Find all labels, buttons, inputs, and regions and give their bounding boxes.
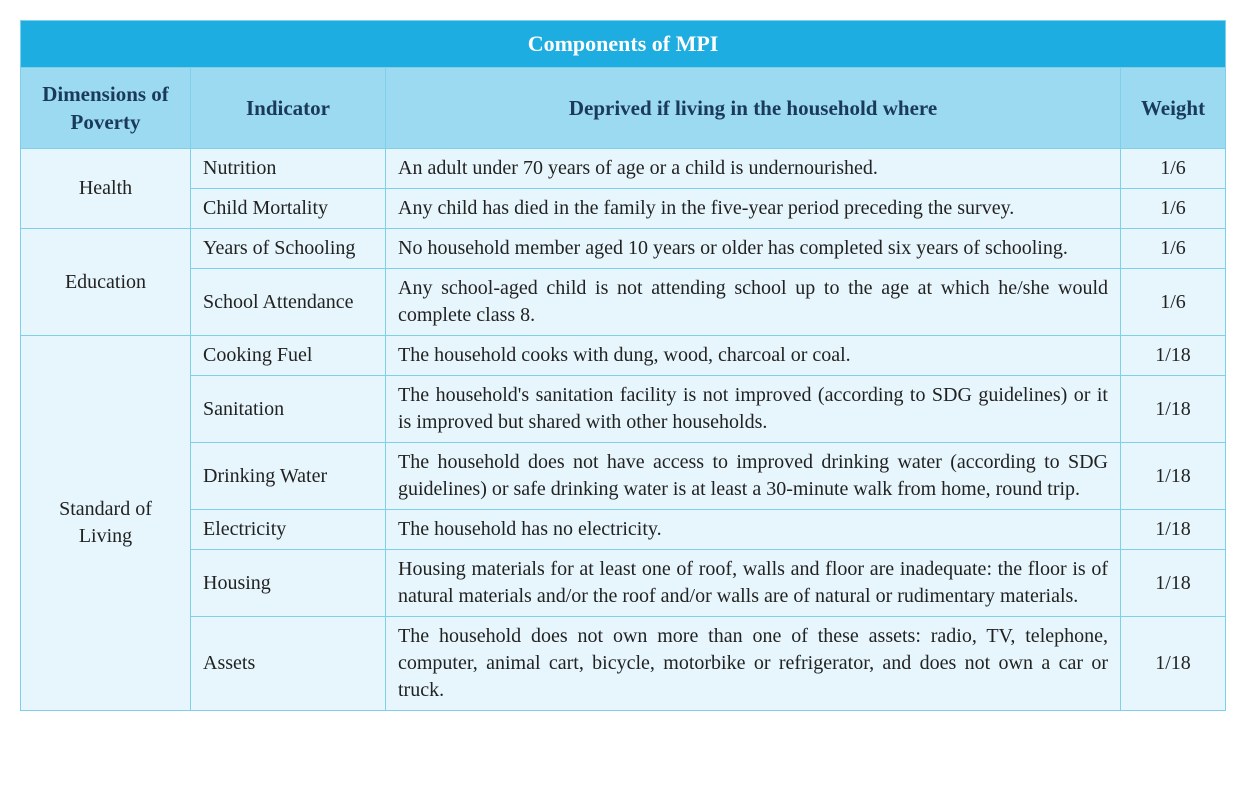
weight-cell: 1/18 [1121, 617, 1226, 711]
mpi-components-table: Components of MPI Dimensions of Poverty … [20, 20, 1226, 711]
table-row: School Attendance Any school-aged child … [21, 269, 1226, 336]
deprived-cell: The household does not own more than one… [386, 617, 1121, 711]
indicator-cell: Housing [191, 550, 386, 617]
table-row: Standard of Living Cooking Fuel The hous… [21, 336, 1226, 376]
indicator-cell: School Attendance [191, 269, 386, 336]
weight-cell: 1/18 [1121, 510, 1226, 550]
table-row: Child Mortality Any child has died in th… [21, 189, 1226, 229]
dimension-standard-of-living: Standard of Living [21, 336, 191, 711]
header-indicator: Indicator [191, 67, 386, 149]
indicator-cell: Years of Schooling [191, 229, 386, 269]
table-title-row: Components of MPI [21, 21, 1226, 68]
weight-cell: 1/18 [1121, 336, 1226, 376]
deprived-cell: The household does not have access to im… [386, 443, 1121, 510]
indicator-cell: Drinking Water [191, 443, 386, 510]
weight-cell: 1/18 [1121, 443, 1226, 510]
deprived-cell: An adult under 70 years of age or a chil… [386, 149, 1121, 189]
deprived-cell: The household cooks with dung, wood, cha… [386, 336, 1121, 376]
dimension-health: Health [21, 149, 191, 229]
deprived-cell: Any child has died in the family in the … [386, 189, 1121, 229]
deprived-cell: The household's sanitation facility is n… [386, 376, 1121, 443]
dimension-education: Education [21, 229, 191, 336]
deprived-cell: Any school-aged child is not attending s… [386, 269, 1121, 336]
weight-cell: 1/6 [1121, 189, 1226, 229]
table-row: Electricity The household has no electri… [21, 510, 1226, 550]
indicator-cell: Child Mortality [191, 189, 386, 229]
table-row: Sanitation The household's sanitation fa… [21, 376, 1226, 443]
weight-cell: 1/18 [1121, 550, 1226, 617]
header-deprived: Deprived if living in the household wher… [386, 67, 1121, 149]
table-row: Education Years of Schooling No househol… [21, 229, 1226, 269]
table-row: Housing Housing materials for at least o… [21, 550, 1226, 617]
header-weight: Weight [1121, 67, 1226, 149]
deprived-cell: No household member aged 10 years or old… [386, 229, 1121, 269]
weight-cell: 1/18 [1121, 376, 1226, 443]
deprived-cell: Housing materials for at least one of ro… [386, 550, 1121, 617]
table-row: Drinking Water The household does not ha… [21, 443, 1226, 510]
table-title: Components of MPI [21, 21, 1226, 68]
weight-cell: 1/6 [1121, 149, 1226, 189]
indicator-cell: Sanitation [191, 376, 386, 443]
weight-cell: 1/6 [1121, 269, 1226, 336]
indicator-cell: Cooking Fuel [191, 336, 386, 376]
table-header-row: Dimensions of Poverty Indicator Deprived… [21, 67, 1226, 149]
indicator-cell: Assets [191, 617, 386, 711]
weight-cell: 1/6 [1121, 229, 1226, 269]
table-row: Health Nutrition An adult under 70 years… [21, 149, 1226, 189]
table-row: Assets The household does not own more t… [21, 617, 1226, 711]
header-dimensions: Dimensions of Poverty [21, 67, 191, 149]
indicator-cell: Electricity [191, 510, 386, 550]
deprived-cell: The household has no electricity. [386, 510, 1121, 550]
indicator-cell: Nutrition [191, 149, 386, 189]
